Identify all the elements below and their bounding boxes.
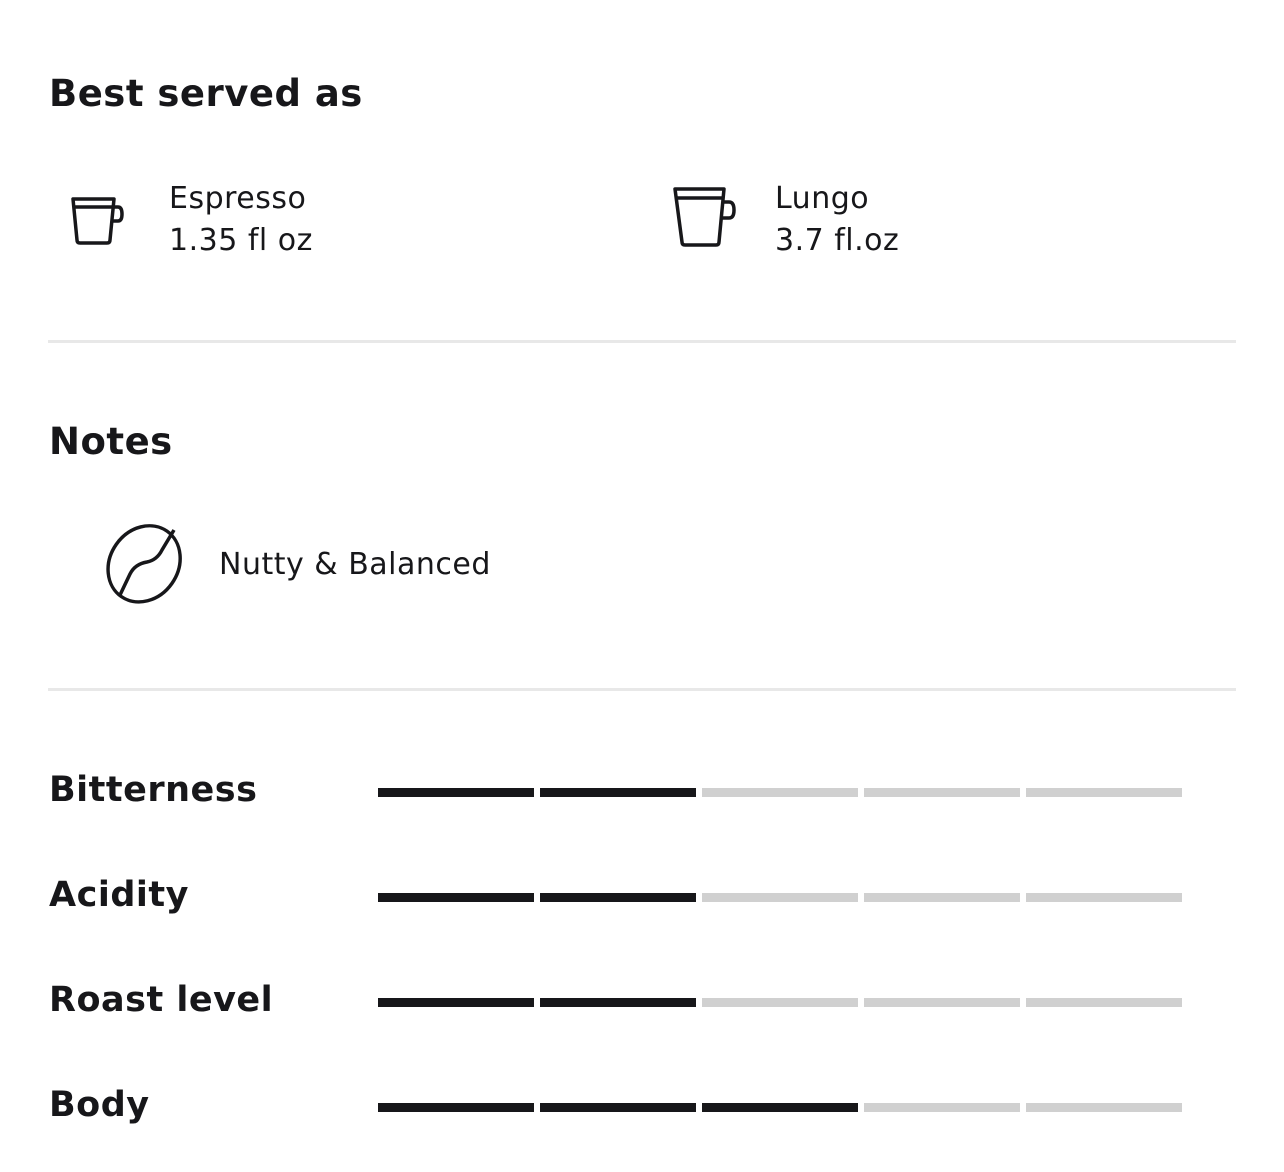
rating-segment-empty	[1026, 998, 1182, 1007]
note-item: Nutty & Balanced	[102, 522, 491, 606]
divider	[48, 688, 1236, 691]
rating-bar	[378, 998, 1182, 1007]
serving-volume: 3.7 fl.oz	[775, 223, 900, 258]
rating-segment-filled	[378, 893, 534, 902]
rating-segment-empty	[864, 788, 1020, 797]
rating-row: Acidity	[49, 875, 1199, 925]
serving-name: Espresso	[169, 181, 307, 216]
rating-segment-filled	[378, 998, 534, 1007]
lungo-cup-icon	[673, 187, 736, 247]
rating-segment-filled	[378, 788, 534, 797]
rating-label: Body	[49, 1085, 150, 1125]
rating-segment-empty	[864, 893, 1020, 902]
rating-bar	[378, 893, 1182, 902]
rating-segment-empty	[702, 788, 858, 797]
rating-segment-empty	[864, 998, 1020, 1007]
rating-segment-empty	[702, 998, 858, 1007]
rating-segment-filled	[540, 998, 696, 1007]
serving-name: Lungo	[775, 181, 870, 216]
rating-bar	[378, 788, 1182, 797]
rating-row: Bitterness	[49, 770, 1199, 820]
rating-segment-empty	[864, 1103, 1020, 1112]
rating-segment-filled	[540, 893, 696, 902]
divider	[48, 340, 1236, 343]
rating-segment-filled	[540, 1103, 696, 1112]
rating-segment-filled	[540, 788, 696, 797]
rating-segment-empty	[1026, 893, 1182, 902]
serving-lungo: Lungo 3.7 fl.oz	[672, 178, 899, 262]
serving-espresso: Espresso 1.35 fl oz	[70, 178, 313, 262]
rating-segment-empty	[1026, 1103, 1182, 1112]
rating-bar	[378, 1103, 1182, 1112]
rating-segment-filled	[378, 1103, 534, 1112]
rating-row: Roast level	[49, 980, 1199, 1030]
espresso-cup-icon	[71, 197, 124, 245]
rating-label: Roast level	[49, 980, 274, 1020]
best-served-title: Best served as	[49, 72, 363, 115]
rating-label: Bitterness	[49, 770, 258, 810]
rating-segment-empty	[1026, 788, 1182, 797]
rating-segment-filled	[702, 1103, 858, 1112]
rating-label: Acidity	[49, 875, 189, 915]
notes-title: Notes	[49, 420, 173, 463]
serving-volume: 1.35 fl oz	[169, 223, 313, 258]
coffee-bean-icon	[106, 524, 182, 604]
note-label: Nutty & Balanced	[219, 546, 491, 582]
rating-row: Body	[49, 1085, 1199, 1135]
rating-segment-empty	[702, 893, 858, 902]
